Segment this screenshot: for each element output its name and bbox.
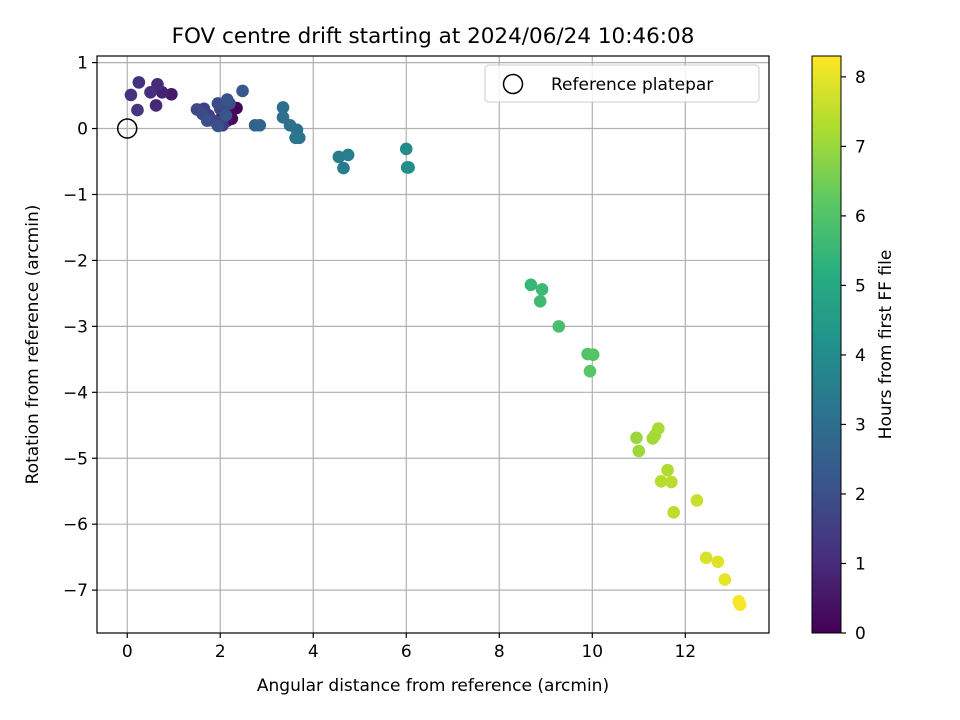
colorbar-tick-label: 5 [855,276,866,296]
data-point [583,364,597,378]
data-point [400,161,414,174]
data-point [652,422,665,435]
data-point [665,475,678,489]
gridlines [97,56,769,633]
colorbar-tick-label: 6 [855,207,866,227]
data-point [211,119,225,133]
x-tick-label: 6 [401,642,412,662]
colorbar-tick-label: 3 [855,415,866,435]
x-tick-label: 0 [122,642,133,662]
reference-platepar-marker [116,118,138,139]
data-point [524,278,538,292]
data-point [124,88,138,102]
data-point [699,551,713,565]
data-point [337,161,350,175]
data-point [219,109,233,122]
y-tick-label: −1 [63,185,88,205]
data-point [667,506,680,519]
chart-title: FOV centre drift starting at 2024/06/24 … [172,24,695,49]
x-tick-label: 12 [674,642,696,662]
colorbar-tick-label: 7 [855,137,866,157]
data-point [630,431,643,445]
y-axis-label: Rotation from reference (arcmin) [23,205,43,485]
data-point [236,84,249,98]
colorbar-tick-label: 2 [855,485,866,505]
y-tick-label: −5 [63,449,88,469]
data-point [733,598,747,611]
x-tick-label: 10 [581,642,603,662]
data-point [131,103,144,117]
x-axis-label: Angular distance from reference (arcmin) [257,676,609,696]
data-point [690,494,704,507]
data-point [535,283,549,296]
data-point [586,348,600,362]
data-point [718,573,732,586]
y-tick-label: −3 [63,317,88,337]
scatter-points [116,76,747,611]
x-tick-label: 4 [308,642,319,662]
legend: Reference platepar [484,64,760,103]
legend-label: Reference platepar [551,75,713,95]
legend-marker-icon [502,73,524,95]
legend-box [484,64,760,103]
x-tick-label: 2 [215,642,226,662]
data-point [632,444,646,458]
data-point [533,295,547,308]
plot-frame [96,55,770,634]
data-point [341,148,355,162]
data-point [220,93,234,106]
y-tick-label: −2 [63,251,88,271]
data-point [276,101,290,114]
data-point [149,99,163,112]
y-tick-label: −7 [63,581,88,601]
colorbar-gradient [811,55,842,634]
colorbar: 0 1 2 3 4 5 6 7 8 Hours from first FF file [811,55,896,644]
data-point [661,463,674,477]
data-point [552,320,566,333]
data-point [132,76,146,89]
colorbar-tick-label: 8 [855,68,866,88]
data-point [399,142,413,156]
data-point [289,131,302,145]
y-tick-label: −6 [63,515,88,535]
colorbar-tick-label: 1 [855,554,866,574]
colorbar-tick-label: 0 [855,624,866,644]
data-point [200,114,214,127]
colorbar-tick-label: 4 [855,346,866,366]
y-tick-label: 1 [77,54,88,74]
data-point [253,118,267,132]
data-point [654,475,668,488]
data-point [144,85,157,99]
y-tick-label: 0 [77,120,88,140]
y-tick-label: −4 [63,383,88,403]
colorbar-ticks: 0 1 2 3 4 5 6 7 8 [841,68,866,644]
x-tick-label: 8 [494,642,505,662]
data-point [711,555,725,569]
colorbar-label: Hours from first FF file [876,250,896,440]
